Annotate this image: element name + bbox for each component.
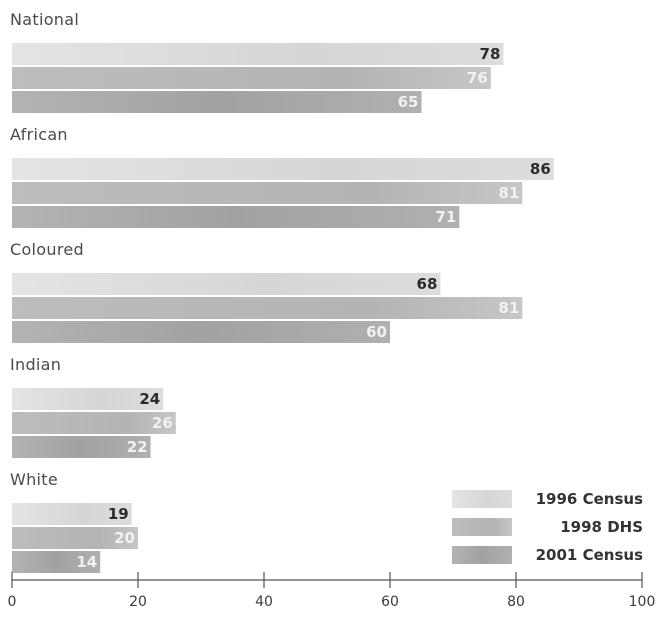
- labels-layer: National 78 76 65 African 86 81 71 Coloured 68 81 6…: [10, 10, 551, 571]
- value-label-african-0: 86: [530, 160, 551, 178]
- legend-label-1: 1998 DHS: [560, 518, 643, 536]
- x-tick-label-80: 80: [507, 594, 525, 610]
- x-axis: 0 20 40 60 80 100: [8, 572, 656, 610]
- bar-indian-1: [12, 412, 176, 434]
- bar-coloured-1: [12, 297, 523, 319]
- value-label-coloured-0: 68: [417, 275, 438, 293]
- x-tick-label-20: 20: [129, 594, 147, 610]
- legend-label-2: 2001 Census: [536, 546, 643, 564]
- legend-swatch-0: [452, 490, 512, 508]
- bar-national-0: [12, 43, 504, 65]
- category-label-white: White: [10, 470, 58, 489]
- category-label-african: African: [10, 125, 68, 144]
- legend-swatch-1: [452, 518, 512, 536]
- legend-label-0: 1996 Census: [536, 490, 643, 508]
- value-label-national-2: 65: [398, 93, 419, 111]
- value-label-indian-2: 22: [127, 438, 148, 456]
- legend-swatch-2: [452, 546, 512, 564]
- value-label-indian-1: 26: [152, 414, 173, 432]
- bar-indian-2: [12, 436, 151, 458]
- x-tick-label-100: 100: [629, 594, 656, 610]
- bar-indian-0: [12, 388, 164, 410]
- bar-national-2: [12, 91, 422, 113]
- value-label-indian-0: 24: [139, 390, 160, 408]
- bar-national-1: [12, 67, 491, 89]
- bar-african-1: [12, 182, 523, 204]
- bar-coloured-0: [12, 273, 441, 295]
- value-label-white-2: 14: [76, 553, 97, 571]
- bar-coloured-2: [12, 321, 390, 343]
- value-label-coloured-1: 81: [498, 299, 519, 317]
- x-tick-label-40: 40: [255, 594, 273, 610]
- value-label-african-1: 81: [498, 184, 519, 202]
- x-tick-label-0: 0: [8, 594, 17, 610]
- category-label-coloured: Coloured: [10, 240, 84, 259]
- category-label-indian: Indian: [10, 355, 61, 374]
- value-label-national-1: 76: [467, 69, 488, 87]
- bar-african-0: [12, 158, 554, 180]
- value-label-white-1: 20: [114, 529, 135, 547]
- x-tick-label-60: 60: [381, 594, 399, 610]
- bar-white-0: [12, 503, 132, 525]
- category-label-national: National: [10, 10, 79, 29]
- value-label-african-2: 71: [435, 208, 456, 226]
- bars-layer: [12, 43, 554, 573]
- value-label-national-0: 78: [480, 45, 501, 63]
- bar-african-2: [12, 206, 460, 228]
- bar-white-1: [12, 527, 138, 549]
- legend: 1996 Census 1998 DHS 2001 Census: [452, 490, 643, 564]
- value-label-coloured-2: 60: [366, 323, 387, 341]
- value-label-white-0: 19: [108, 505, 129, 523]
- bar-white-2: [12, 551, 101, 573]
